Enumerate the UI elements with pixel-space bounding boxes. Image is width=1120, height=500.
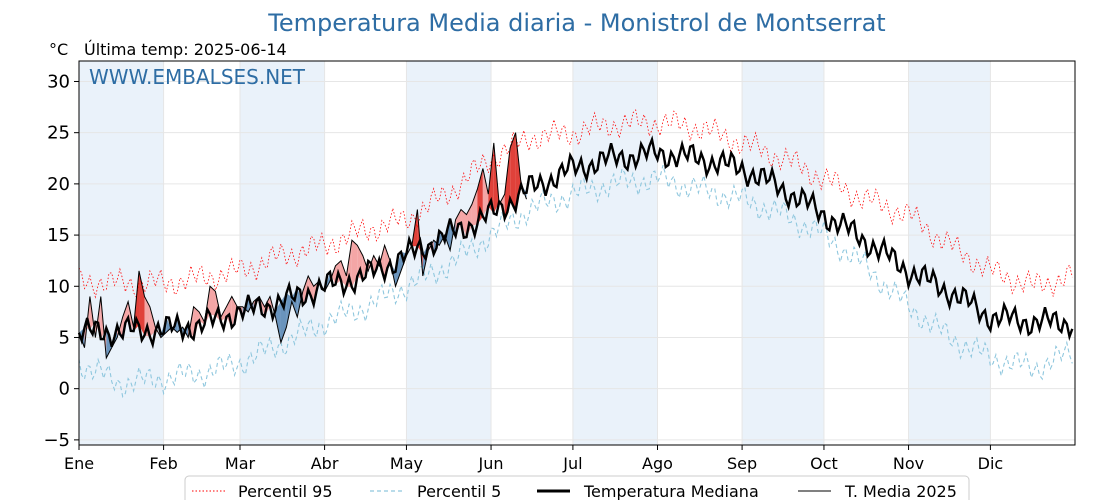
- anomaly-fill: [275, 301, 281, 343]
- x-tick-label: Sep: [727, 454, 757, 473]
- y-tick-label: 15: [47, 225, 70, 246]
- legend-label-current: T. Media 2025: [844, 482, 957, 500]
- y-tick-label: 10: [47, 276, 70, 297]
- legend-label-p95: Percentil 95: [238, 482, 333, 500]
- x-tick-label: Mar: [225, 454, 256, 473]
- series-lines: [77, 109, 1074, 398]
- anomaly-fill: [362, 255, 369, 281]
- x-tick-label: Oct: [810, 454, 838, 473]
- x-tick-label: Jun: [478, 454, 504, 473]
- chart-title: Temperatura Media diaria - Monistrol de …: [267, 9, 885, 37]
- anomaly-fill: [395, 251, 401, 287]
- month-band: [572, 61, 658, 445]
- x-tick-label: Ene: [64, 454, 94, 473]
- month-bands: [79, 61, 991, 445]
- anomaly-fill: [166, 317, 172, 333]
- y-tick-label: 5: [59, 327, 70, 348]
- x-tick-label: May: [390, 454, 423, 473]
- x-tick-label: Feb: [149, 454, 177, 473]
- x-tick-label: Dic: [978, 454, 1004, 473]
- plot-frame: [78, 60, 1076, 446]
- month-band: [908, 61, 991, 445]
- y-axis: −5 0 5 10 15 20 25 30: [43, 71, 79, 451]
- x-tick-label: Ago: [642, 454, 673, 473]
- anomaly-fill: [340, 260, 347, 287]
- anomaly-fill: [461, 209, 467, 238]
- legend-label-median: Temperatura Mediana: [583, 482, 759, 500]
- series-line-median: [77, 135, 1074, 350]
- anomaly-fill: [510, 132, 516, 211]
- anomaly-fill: [149, 306, 156, 337]
- anomaly-fill: [482, 168, 489, 217]
- x-axis: Ene Feb Mar Abr May Jun Jul Ago Sep Oct Nov Dic: [64, 445, 1003, 473]
- anomaly-fill: [471, 189, 478, 226]
- anomaly-fill: [488, 142, 494, 214]
- anomaly-fill: [302, 276, 309, 305]
- anomaly-fill: [351, 240, 358, 288]
- month-band: [239, 61, 325, 445]
- y-tick-label: 0: [59, 379, 70, 400]
- series-line-p5: [78, 164, 1073, 398]
- y-tick-label: 30: [47, 71, 70, 92]
- month-band: [742, 61, 824, 445]
- anomaly-fill: [139, 270, 145, 336]
- anomaly-fill: [106, 327, 112, 358]
- anomaly-fill: [209, 286, 216, 316]
- legend: Percentil 95 Percentil 5 Temperatura Med…: [184, 475, 970, 500]
- x-tick-label: Abr: [311, 454, 339, 473]
- y-tick-label: 20: [47, 174, 70, 195]
- x-tick-label: Jul: [562, 454, 582, 473]
- legend-label-p5: Percentil 5: [417, 482, 501, 500]
- watermark: WWW.EMBALSES.NET: [89, 65, 306, 89]
- legend-frame: [184, 475, 970, 500]
- anomaly-fill: [515, 132, 522, 211]
- month-band: [406, 61, 492, 445]
- y-tick-label: −5: [43, 430, 70, 451]
- y-tick-label: 25: [47, 123, 70, 144]
- series-line-p95: [78, 109, 1073, 299]
- x-tick-label: Nov: [893, 454, 924, 473]
- series-line-current: [78, 132, 527, 360]
- unit-label: °C: [49, 40, 68, 59]
- last-temp-label: Última temp: 2025-06-14: [84, 40, 287, 59]
- month-band: [79, 61, 164, 445]
